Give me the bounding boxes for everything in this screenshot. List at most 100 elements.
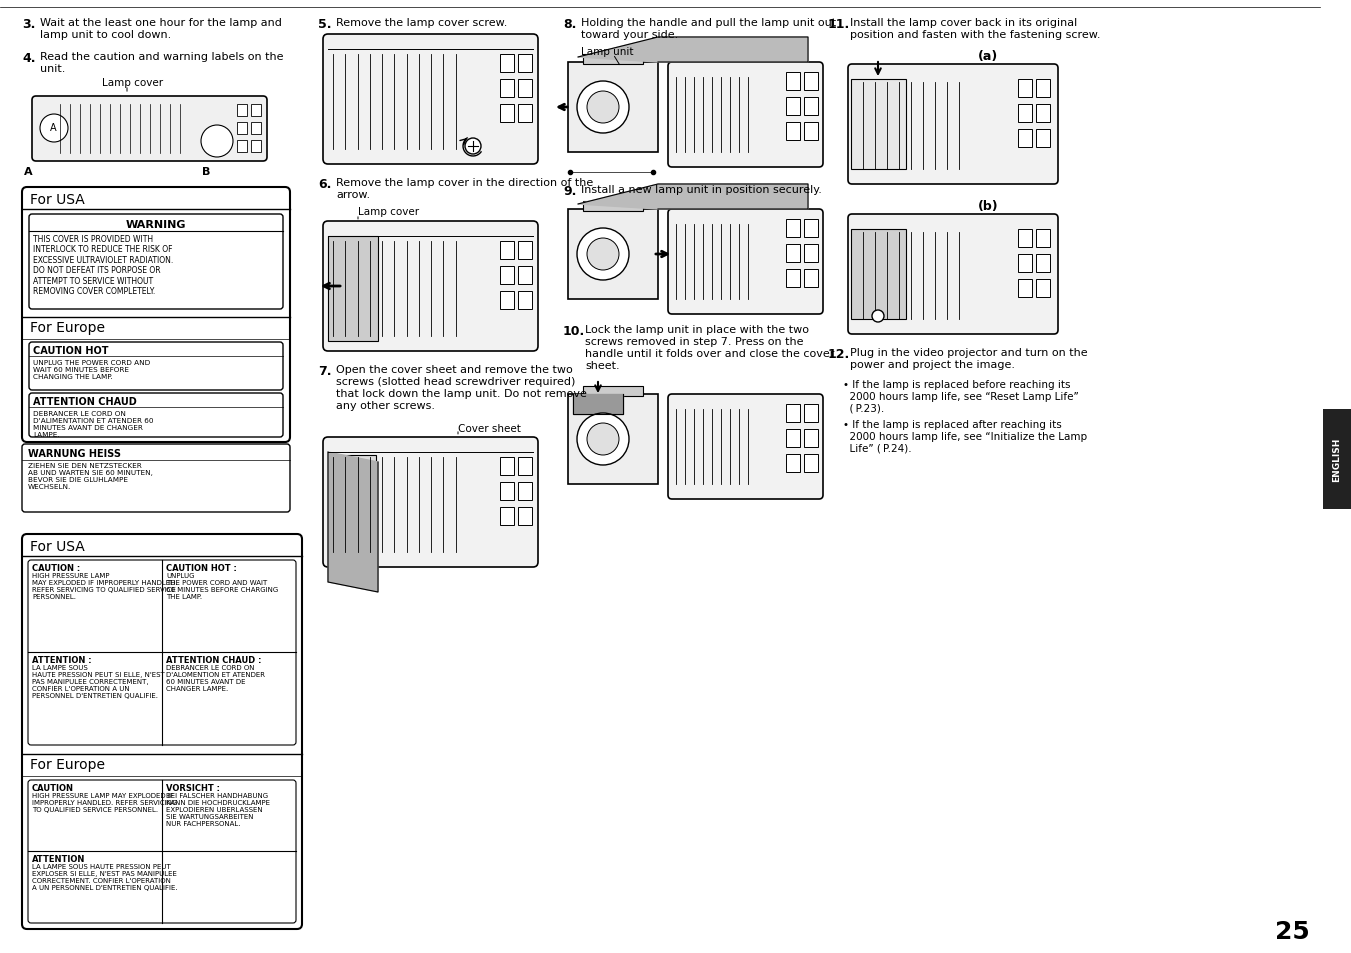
- Bar: [786, 455, 800, 473]
- FancyBboxPatch shape: [28, 214, 282, 310]
- Bar: [1036, 280, 1050, 297]
- Text: 2000 hours lamp life, see “Initialize the Lamp: 2000 hours lamp life, see “Initialize th…: [843, 432, 1088, 441]
- Bar: [500, 507, 513, 525]
- Text: Install the lamp cover back in its original: Install the lamp cover back in its origi…: [850, 18, 1077, 28]
- FancyBboxPatch shape: [323, 437, 538, 567]
- Text: screws (slotted head screwdriver required): screws (slotted head screwdriver require…: [336, 376, 576, 387]
- Bar: [567, 210, 658, 299]
- Circle shape: [465, 139, 481, 154]
- Text: Open the cover sheet and remove the two: Open the cover sheet and remove the two: [336, 365, 573, 375]
- Text: ATTENTION CHAUD :: ATTENTION CHAUD :: [166, 656, 262, 664]
- Text: WARNING: WARNING: [126, 220, 186, 230]
- Text: Install a new lamp unit in position securely.: Install a new lamp unit in position secu…: [581, 185, 821, 194]
- Text: THIS COVER IS PROVIDED WITH
INTERLOCK TO REDUCE THE RISK OF
EXCESSIVE ULTRAVIOLE: THIS COVER IS PROVIDED WITH INTERLOCK TO…: [32, 234, 173, 295]
- Polygon shape: [578, 185, 808, 210]
- Text: For USA: For USA: [30, 193, 85, 207]
- Text: HIGH PRESSURE LAMP
MAY EXPLODED IF IMPROPERLY HANDLED.
REFER SERVICING TO QUALIF: HIGH PRESSURE LAMP MAY EXPLODED IF IMPRO…: [32, 573, 177, 599]
- Bar: [804, 123, 817, 141]
- Text: For Europe: For Europe: [30, 320, 105, 335]
- Polygon shape: [578, 38, 808, 63]
- Text: Lamp cover: Lamp cover: [358, 207, 419, 216]
- Bar: [500, 267, 513, 285]
- Bar: [328, 236, 378, 341]
- Text: CAUTION: CAUTION: [32, 783, 74, 792]
- Text: Life” ( P.24).: Life” ( P.24).: [843, 443, 912, 454]
- FancyBboxPatch shape: [848, 65, 1058, 185]
- Bar: [517, 80, 532, 98]
- Text: ATTENTION :: ATTENTION :: [32, 656, 92, 664]
- Bar: [804, 430, 817, 448]
- Bar: [500, 292, 513, 310]
- Bar: [236, 141, 247, 152]
- Bar: [1036, 105, 1050, 123]
- Bar: [1019, 280, 1032, 297]
- Bar: [786, 98, 800, 116]
- FancyBboxPatch shape: [667, 210, 823, 314]
- Text: • If the lamp is replaced after reaching its: • If the lamp is replaced after reaching…: [843, 419, 1062, 430]
- Text: 9.: 9.: [563, 185, 577, 198]
- Bar: [517, 105, 532, 123]
- Text: 25: 25: [1275, 919, 1309, 943]
- Bar: [584, 202, 643, 212]
- Text: Wait at the least one hour for the lamp and: Wait at the least one hour for the lamp …: [41, 18, 282, 28]
- Text: ATTENTION CHAUD: ATTENTION CHAUD: [32, 396, 136, 407]
- Text: Read the caution and warning labels on the: Read the caution and warning labels on t…: [41, 52, 284, 62]
- Text: Lock the lamp unit in place with the two: Lock the lamp unit in place with the two: [585, 325, 809, 335]
- Bar: [1019, 130, 1032, 148]
- FancyBboxPatch shape: [323, 222, 538, 352]
- Text: ( P.23).: ( P.23).: [843, 403, 885, 414]
- Text: 12.: 12.: [828, 348, 850, 360]
- Bar: [567, 395, 658, 484]
- FancyBboxPatch shape: [22, 535, 303, 929]
- Bar: [804, 220, 817, 237]
- FancyBboxPatch shape: [323, 35, 538, 165]
- Bar: [584, 55, 643, 65]
- Text: handle until it folds over and close the cover: handle until it folds over and close the…: [585, 349, 835, 358]
- Bar: [786, 430, 800, 448]
- Bar: [786, 405, 800, 422]
- Circle shape: [577, 82, 630, 133]
- Text: ATTENTION: ATTENTION: [32, 854, 85, 863]
- Bar: [567, 63, 658, 152]
- Bar: [1019, 80, 1032, 98]
- Text: sheet.: sheet.: [585, 360, 620, 371]
- FancyBboxPatch shape: [22, 188, 290, 442]
- Text: toward your side.: toward your side.: [581, 30, 678, 40]
- Text: any other screws.: any other screws.: [336, 400, 435, 411]
- Text: 6.: 6.: [317, 178, 331, 191]
- Circle shape: [586, 423, 619, 456]
- Text: HIGH PRESSURE LAMP MAY EXPLODED IF
IMPROPERLY HANDLED. REFER SERVICING
TO QUALIF: HIGH PRESSURE LAMP MAY EXPLODED IF IMPRO…: [32, 792, 177, 812]
- FancyBboxPatch shape: [32, 97, 267, 162]
- Text: Lamp unit: Lamp unit: [581, 47, 634, 57]
- Bar: [517, 457, 532, 476]
- Text: DEBRANCER LE CORD ON
D'ALOMENTION ET ATENDER
60 MINUTES AVANT DE
CHANGER LAMPE.: DEBRANCER LE CORD ON D'ALOMENTION ET ATE…: [166, 664, 265, 691]
- Bar: [500, 55, 513, 73]
- Bar: [1036, 230, 1050, 248]
- Text: screws removed in step 7. Press on the: screws removed in step 7. Press on the: [585, 336, 804, 347]
- Text: For Europe: For Europe: [30, 758, 105, 771]
- Text: position and fasten with the fastening screw.: position and fasten with the fastening s…: [850, 30, 1101, 40]
- Bar: [804, 455, 817, 473]
- FancyBboxPatch shape: [22, 444, 290, 513]
- FancyBboxPatch shape: [848, 214, 1058, 335]
- Text: 4.: 4.: [22, 52, 35, 65]
- Polygon shape: [328, 453, 378, 593]
- Text: 7.: 7.: [317, 365, 331, 377]
- Text: UNPLUG THE POWER CORD AND
WAIT 60 MINUTES BEFORE
CHANGING THE LAMP.: UNPLUG THE POWER CORD AND WAIT 60 MINUTE…: [32, 359, 150, 379]
- Text: A: A: [24, 167, 32, 177]
- Text: 3.: 3.: [22, 18, 35, 30]
- Bar: [517, 292, 532, 310]
- Bar: [500, 80, 513, 98]
- Text: 2000 hours lamp life, see “Reset Lamp Life”: 2000 hours lamp life, see “Reset Lamp Li…: [843, 392, 1078, 401]
- Bar: [251, 105, 261, 117]
- Bar: [804, 245, 817, 263]
- Bar: [500, 242, 513, 260]
- Text: BEI FALSCHER HANDHABUNG
KANN DIE HOCHDRUCKLAMPE
EXPLODIEREN UBERLASSEN
SIE WARTU: BEI FALSCHER HANDHABUNG KANN DIE HOCHDRU…: [166, 792, 270, 826]
- Bar: [500, 482, 513, 500]
- Bar: [517, 507, 532, 525]
- Text: Cover sheet: Cover sheet: [458, 423, 521, 434]
- Text: CAUTION HOT: CAUTION HOT: [32, 346, 108, 355]
- Text: 10.: 10.: [563, 325, 585, 337]
- Bar: [331, 456, 376, 556]
- Bar: [236, 105, 247, 117]
